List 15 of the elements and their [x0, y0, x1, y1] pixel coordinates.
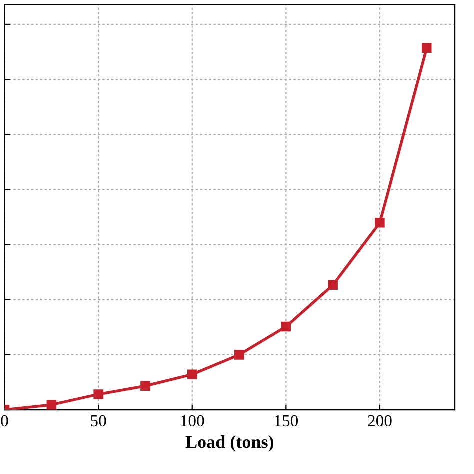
point: [281, 322, 292, 332]
point: [234, 350, 244, 360]
point: [375, 218, 385, 228]
x-axis-title: Load (tons): [186, 436, 274, 452]
point: [46, 400, 57, 410]
point: [140, 381, 150, 391]
x-tick-label: 150: [275, 415, 298, 427]
point: [422, 43, 432, 54]
point: [94, 390, 104, 400]
point: [188, 370, 198, 380]
x-tick-label: 100: [181, 415, 204, 427]
x-tick-label: 0: [1, 415, 8, 427]
point: [328, 280, 338, 290]
x-tick-label: 200: [368, 415, 392, 427]
x-tick-label: 50: [91, 415, 106, 427]
